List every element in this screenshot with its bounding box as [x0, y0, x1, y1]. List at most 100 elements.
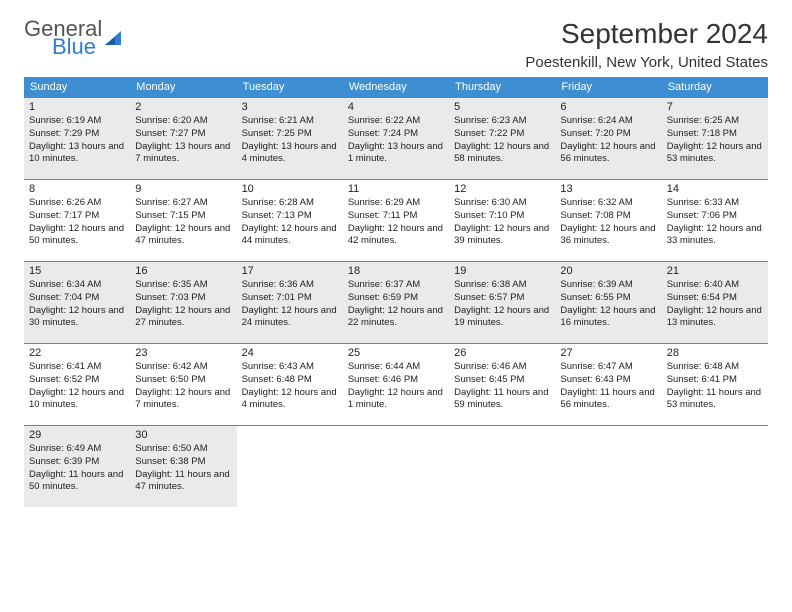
day-number: 1 — [29, 101, 125, 113]
day-info: Sunrise: 6:49 AMSunset: 6:39 PMDaylight:… — [29, 443, 125, 494]
day-info: Sunrise: 6:33 AMSunset: 7:06 PMDaylight:… — [667, 197, 763, 248]
day-cell: 1 Sunrise: 6:19 AMSunset: 7:29 PMDaylight… — [24, 97, 130, 179]
day-info: Sunrise: 6:34 AMSunset: 7:04 PMDaylight:… — [29, 279, 125, 330]
day-number: 17 — [242, 265, 338, 277]
day-info: Sunrise: 6:40 AMSunset: 6:54 PMDaylight:… — [667, 279, 763, 330]
day-of-week-header: Tuesday — [237, 77, 343, 97]
day-cell: 8 Sunrise: 6:26 AMSunset: 7:17 PMDaylight… — [24, 179, 130, 261]
day-cell: 26 Sunrise: 6:46 AMSunset: 6:45 PMDayligh… — [449, 343, 555, 425]
day-cell: 23 Sunrise: 6:42 AMSunset: 6:50 PMDayligh… — [130, 343, 236, 425]
day-number: 12 — [454, 183, 550, 195]
day-info: Sunrise: 6:37 AMSunset: 6:59 PMDaylight:… — [348, 279, 444, 330]
day-of-week-header: Wednesday — [343, 77, 449, 97]
day-info: Sunrise: 6:30 AMSunset: 7:10 PMDaylight:… — [454, 197, 550, 248]
day-number: 15 — [29, 265, 125, 277]
day-cell: 19 Sunrise: 6:38 AMSunset: 6:57 PMDayligh… — [449, 261, 555, 343]
day-info: Sunrise: 6:26 AMSunset: 7:17 PMDaylight:… — [29, 197, 125, 248]
day-number: 9 — [135, 183, 231, 195]
day-cell: 11Sunrise: 6:29 AMSunset: 7:11 PMDayligh… — [343, 179, 449, 261]
day-info: Sunrise: 6:46 AMSunset: 6:45 PMDaylight:… — [454, 361, 550, 412]
day-info: Sunrise: 6:21 AMSunset: 7:25 PMDaylight:… — [242, 115, 338, 166]
day-info: Sunrise: 6:41 AMSunset: 6:52 PMDaylight:… — [29, 361, 125, 412]
day-info: Sunrise: 6:39 AMSunset: 6:55 PMDaylight:… — [560, 279, 656, 330]
day-info: Sunrise: 6:50 AMSunset: 6:38 PMDaylight:… — [135, 443, 231, 494]
day-number: 8 — [29, 183, 125, 195]
logo-line2: Blue — [52, 36, 102, 58]
day-cell: 12 Sunrise: 6:30 AMSunset: 7:10 PMDayligh… — [449, 179, 555, 261]
day-cell: 25 Sunrise: 6:44 AMSunset: 6:46 PMDayligh… — [343, 343, 449, 425]
day-number: 7 — [667, 101, 763, 113]
day-cell: 4 Sunrise: 6:22 AMSunset: 7:24 PMDaylight… — [343, 97, 449, 179]
day-cell: 2Sunrise: 6:20 AMSunset: 7:27 PMDaylight… — [130, 97, 236, 179]
day-info: Sunrise: 6:22 AMSunset: 7:24 PMDaylight:… — [348, 115, 444, 166]
day-number: 3 — [242, 101, 338, 113]
day-number: 13 — [560, 183, 656, 195]
day-of-week-header: Friday — [555, 77, 661, 97]
title-block: September 2024 Poestenkill, New York, Un… — [525, 18, 768, 71]
day-number: 5 — [454, 101, 550, 113]
page-title: September 2024 — [525, 18, 768, 50]
day-cell: 27Sunrise: 6:47 AMSunset: 6:43 PMDayligh… — [555, 343, 661, 425]
day-cell: 22 Sunrise: 6:41 AMSunset: 6:52 PMDayligh… — [24, 343, 130, 425]
day-info: Sunrise: 6:43 AMSunset: 6:48 PMDaylight:… — [242, 361, 338, 412]
day-cell: 21Sunrise: 6:40 AMSunset: 6:54 PMDayligh… — [662, 261, 768, 343]
day-cell: 10 Sunrise: 6:28 AMSunset: 7:13 PMDayligh… — [237, 179, 343, 261]
empty-cell — [555, 425, 661, 507]
day-cell: 29 Sunrise: 6:49 AMSunset: 6:39 PMDayligh… — [24, 425, 130, 507]
day-number: 16 — [135, 265, 231, 277]
day-info: Sunrise: 6:38 AMSunset: 6:57 PMDaylight:… — [454, 279, 550, 330]
day-number: 4 — [348, 101, 444, 113]
day-of-week-header: Sunday — [24, 77, 130, 97]
day-cell: 3 Sunrise: 6:21 AMSunset: 7:25 PMDaylight… — [237, 97, 343, 179]
logo-text: General Blue — [24, 18, 102, 58]
day-number: 19 — [454, 265, 550, 277]
day-number: 14 — [667, 183, 763, 195]
empty-cell — [662, 425, 768, 507]
day-info: Sunrise: 6:42 AMSunset: 6:50 PMDaylight:… — [135, 361, 231, 412]
day-info: Sunrise: 6:19 AMSunset: 7:29 PMDaylight:… — [29, 115, 125, 166]
day-of-week-header: Monday — [130, 77, 236, 97]
day-cell: 20 Sunrise: 6:39 AMSunset: 6:55 PMDayligh… — [555, 261, 661, 343]
day-info: Sunrise: 6:28 AMSunset: 7:13 PMDaylight:… — [242, 197, 338, 248]
day-number: 28 — [667, 347, 763, 359]
empty-cell — [449, 425, 555, 507]
day-info: Sunrise: 6:24 AMSunset: 7:20 PMDaylight:… — [560, 115, 656, 166]
day-cell: 13 Sunrise: 6:32 AMSunset: 7:08 PMDayligh… — [555, 179, 661, 261]
day-number: 20 — [560, 265, 656, 277]
day-number: 22 — [29, 347, 125, 359]
day-cell: 6 Sunrise: 6:24 AMSunset: 7:20 PMDaylight… — [555, 97, 661, 179]
day-info: Sunrise: 6:27 AMSunset: 7:15 PMDaylight:… — [135, 197, 231, 248]
day-info: Sunrise: 6:23 AMSunset: 7:22 PMDaylight:… — [454, 115, 550, 166]
day-cell: 9 Sunrise: 6:27 AMSunset: 7:15 PMDaylight… — [130, 179, 236, 261]
day-cell: 28Sunrise: 6:48 AMSunset: 6:41 PMDayligh… — [662, 343, 768, 425]
day-number: 24 — [242, 347, 338, 359]
day-number: 18 — [348, 265, 444, 277]
logo: General Blue — [24, 18, 125, 58]
empty-cell — [343, 425, 449, 507]
day-cell: 30 Sunrise: 6:50 AMSunset: 6:38 PMDayligh… — [130, 425, 236, 507]
sail-icon — [103, 27, 125, 49]
day-number: 26 — [454, 347, 550, 359]
day-info: Sunrise: 6:32 AMSunset: 7:08 PMDaylight:… — [560, 197, 656, 248]
day-info: Sunrise: 6:44 AMSunset: 6:46 PMDaylight:… — [348, 361, 444, 412]
day-cell: 17Sunrise: 6:36 AMSunset: 7:01 PMDayligh… — [237, 261, 343, 343]
day-info: Sunrise: 6:25 AMSunset: 7:18 PMDaylight:… — [667, 115, 763, 166]
day-cell: 7 Sunrise: 6:25 AMSunset: 7:18 PMDaylight… — [662, 97, 768, 179]
day-cell: 15 Sunrise: 6:34 AMSunset: 7:04 PMDayligh… — [24, 261, 130, 343]
day-number: 6 — [560, 101, 656, 113]
day-number: 23 — [135, 347, 231, 359]
day-number: 10 — [242, 183, 338, 195]
day-info: Sunrise: 6:20 AMSunset: 7:27 PMDaylight:… — [135, 115, 231, 166]
day-info: Sunrise: 6:35 AMSunset: 7:03 PMDaylight:… — [135, 279, 231, 330]
day-cell: 18 Sunrise: 6:37 AMSunset: 6:59 PMDayligh… — [343, 261, 449, 343]
day-number: 30 — [135, 429, 231, 441]
day-of-week-header: Thursday — [449, 77, 555, 97]
day-cell: 5 Sunrise: 6:23 AMSunset: 7:22 PMDaylight… — [449, 97, 555, 179]
empty-cell — [237, 425, 343, 507]
day-number: 29 — [29, 429, 125, 441]
day-of-week-header: Saturday — [662, 77, 768, 97]
day-cell: 16 Sunrise: 6:35 AMSunset: 7:03 PMDayligh… — [130, 261, 236, 343]
day-number: 11 — [348, 183, 444, 195]
day-info: Sunrise: 6:47 AMSunset: 6:43 PMDaylight:… — [560, 361, 656, 412]
day-number: 25 — [348, 347, 444, 359]
